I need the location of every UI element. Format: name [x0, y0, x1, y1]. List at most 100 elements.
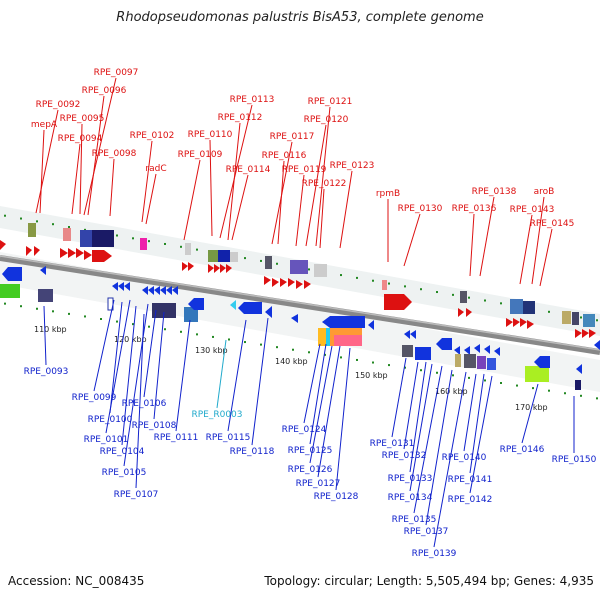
gene-label[interactable]: RPE_0141 [448, 475, 493, 485]
gene-label[interactable]: RPE_0143 [510, 205, 555, 215]
forward-gene[interactable] [513, 318, 520, 327]
reverse-gene[interactable] [484, 345, 490, 354]
reverse-gene[interactable] [464, 346, 470, 355]
gene-label[interactable]: RPE_0108 [132, 421, 177, 431]
gene-label[interactable]: RPE_0112 [218, 113, 263, 123]
forward-gene[interactable] [76, 248, 84, 258]
forward-gene[interactable] [523, 301, 535, 314]
gene-label[interactable]: RPE_0101 [84, 435, 129, 445]
gene-label[interactable]: aroB [534, 187, 555, 197]
reverse-gene[interactable] [148, 286, 154, 295]
gene-label[interactable]: mepA [31, 120, 58, 130]
gene-label[interactable]: RPE_0097 [94, 68, 139, 78]
forward-gene[interactable] [510, 299, 523, 314]
reverse-gene[interactable] [265, 306, 272, 318]
forward-gene[interactable] [220, 264, 226, 273]
forward-gene[interactable] [296, 280, 303, 289]
gene-label[interactable]: RPE_0107 [114, 490, 159, 500]
reverse-gene[interactable] [594, 340, 600, 350]
forward-gene[interactable] [92, 250, 112, 262]
reverse-gene[interactable] [142, 286, 148, 295]
gene-label[interactable]: RPE_0094 [58, 134, 103, 144]
gene-label[interactable]: RPE_0123 [330, 161, 375, 171]
forward-gene[interactable] [460, 291, 467, 303]
forward-gene[interactable] [304, 280, 311, 289]
reverse-gene[interactable] [525, 366, 549, 382]
gene-label[interactable]: RPE_0106 [122, 399, 167, 409]
forward-gene[interactable] [583, 314, 595, 327]
gene-label[interactable]: RPE_0115 [206, 433, 251, 443]
reverse-gene[interactable] [118, 282, 124, 291]
gene-label[interactable]: RPE_0109 [178, 150, 223, 160]
forward-gene[interactable] [506, 318, 513, 327]
forward-gene[interactable] [582, 329, 589, 338]
gene-label[interactable]: rpmB [376, 189, 400, 199]
gene-label[interactable]: RPE_0125 [288, 446, 333, 456]
reverse-gene[interactable] [494, 347, 500, 356]
gene-label[interactable]: RPE_0122 [302, 179, 347, 189]
gene-label[interactable]: RPE_0092 [36, 100, 81, 110]
forward-gene[interactable] [280, 278, 287, 287]
reverse-gene[interactable] [454, 346, 460, 355]
gene-label[interactable]: RPE_0137 [404, 527, 449, 537]
reverse-gene[interactable] [402, 345, 413, 357]
reverse-gene[interactable] [172, 286, 178, 295]
gene-label[interactable]: RPE_0139 [412, 549, 457, 559]
gene-label[interactable]: RPE_0098 [92, 149, 137, 159]
reverse-gene[interactable] [322, 316, 365, 328]
gene-label[interactable]: RPE_0134 [388, 493, 433, 503]
reverse-gene[interactable] [326, 328, 330, 346]
gene-label[interactable]: radC [145, 164, 166, 174]
forward-gene[interactable] [60, 248, 68, 258]
gene-label[interactable]: RPE_0142 [448, 495, 493, 505]
reverse-gene[interactable] [334, 335, 362, 346]
gene-label[interactable]: RPE_0118 [230, 447, 275, 457]
forward-gene[interactable] [188, 262, 194, 271]
forward-gene[interactable] [520, 318, 527, 327]
reverse-gene[interactable] [160, 286, 166, 295]
gene-label[interactable]: RPE_0124 [282, 425, 327, 435]
reverse-gene[interactable] [238, 302, 262, 314]
reverse-gene[interactable] [575, 380, 581, 390]
forward-gene[interactable] [208, 250, 218, 262]
reverse-gene[interactable] [474, 344, 480, 353]
reverse-gene[interactable] [464, 354, 476, 368]
forward-gene[interactable] [84, 250, 92, 260]
forward-gene[interactable] [26, 246, 32, 256]
gene-label[interactable]: RPE_0128 [314, 492, 359, 502]
gene-label[interactable]: RPE_R0003 [191, 410, 242, 420]
gene-label[interactable]: RPE_0132 [382, 451, 427, 461]
forward-gene[interactable] [382, 280, 387, 290]
gene-label[interactable]: RPE_0093 [24, 367, 69, 377]
forward-gene[interactable] [265, 256, 272, 269]
gene-label[interactable]: RPE_0135 [392, 515, 437, 525]
forward-gene[interactable] [458, 308, 464, 317]
gene-label[interactable]: RPE_0113 [230, 95, 275, 105]
reverse-gene[interactable] [188, 298, 204, 310]
forward-gene[interactable] [80, 230, 92, 247]
forward-gene[interactable] [384, 294, 412, 310]
gene-label[interactable]: RPE_0131 [370, 439, 415, 449]
gene-label[interactable]: RPE_0099 [72, 393, 117, 403]
gene-label[interactable]: RPE_0111 [154, 433, 199, 443]
reverse-gene[interactable] [124, 282, 130, 291]
gene-label[interactable]: RPE_0127 [296, 479, 341, 489]
gene-label[interactable]: RPE_0105 [102, 468, 147, 478]
reverse-gene[interactable] [2, 267, 22, 281]
reverse-gene[interactable] [455, 354, 461, 367]
forward-gene[interactable] [290, 260, 308, 274]
forward-gene[interactable] [572, 312, 579, 325]
gene-label[interactable]: RPE_0102 [130, 131, 175, 141]
forward-gene[interactable] [264, 276, 271, 285]
forward-gene[interactable] [527, 320, 534, 329]
forward-gene[interactable] [34, 246, 40, 256]
gene-label[interactable]: RPE_0116 [262, 151, 307, 161]
reverse-gene[interactable] [152, 303, 176, 318]
gene-label[interactable]: RPE_0126 [288, 465, 333, 475]
gene-label[interactable]: RPE_0121 [308, 97, 353, 107]
gene-label[interactable]: RPE_0119 [282, 165, 327, 175]
reverse-gene[interactable] [404, 330, 410, 339]
forward-gene[interactable] [0, 240, 6, 250]
reverse-gene[interactable] [415, 347, 431, 360]
forward-gene[interactable] [140, 238, 147, 250]
